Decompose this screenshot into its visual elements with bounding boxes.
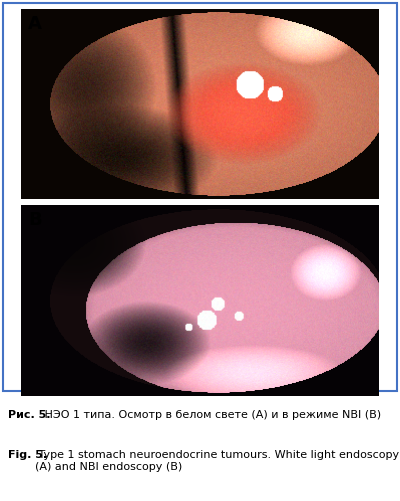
Text: НЭО 1 типа. Осмотр в белом свете (A) и в режиме NBI (B): НЭО 1 типа. Осмотр в белом свете (A) и в… [41, 410, 381, 420]
Bar [3, 3, 397, 391]
Text: A: A [28, 15, 42, 33]
Text: Type 1 stomach neuroendocrine tumours. White light endoscopy (A) and NBI endosco: Type 1 stomach neuroendocrine tumours. W… [35, 450, 399, 471]
Text: B: B [28, 211, 42, 229]
Text: Fig. 5.: Fig. 5. [8, 450, 47, 460]
Text: Рис. 5.: Рис. 5. [8, 410, 50, 420]
